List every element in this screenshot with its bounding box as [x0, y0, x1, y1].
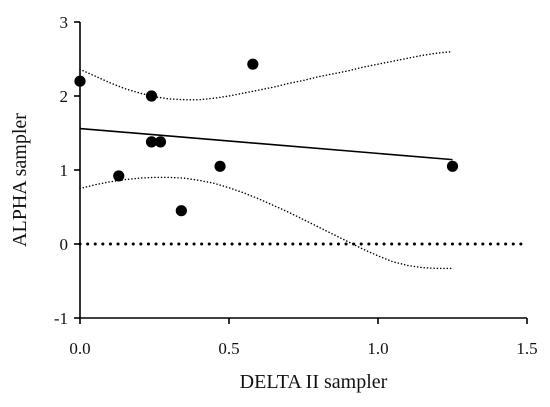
data-point: [154, 136, 167, 148]
data-point: [175, 205, 187, 217]
plot-area: [74, 50, 529, 270]
x-axis-title: DELTA II sampler: [240, 371, 388, 393]
data-point: [145, 136, 158, 148]
x-tick-label: 1.5: [516, 339, 537, 358]
y-tick-label: 3: [60, 13, 69, 32]
data-point: [214, 160, 226, 172]
x-tick-label: 0.5: [218, 339, 239, 358]
data-point: [446, 160, 459, 172]
y-tick-label: 2: [60, 87, 69, 106]
ticks: 0.0 0.5 1.0 1.5 -1 0 1 2 3: [54, 13, 538, 358]
regression-line: [79, 127, 453, 161]
y-tick-label: 1: [60, 161, 69, 180]
axes: [79, 22, 527, 319]
y-axis-title: ALPHA sampler: [9, 113, 31, 247]
y-tick-label: 0: [60, 235, 69, 254]
y-tick-label: -1: [54, 309, 68, 328]
data-point: [145, 90, 158, 102]
lower-confidence-band: [79, 176, 454, 270]
data-point: [113, 170, 125, 182]
upper-confidence-band: [79, 50, 454, 101]
x-tick-label: 0.0: [69, 339, 90, 358]
x-tick-label: 1.0: [367, 339, 388, 358]
data-point: [247, 58, 259, 70]
